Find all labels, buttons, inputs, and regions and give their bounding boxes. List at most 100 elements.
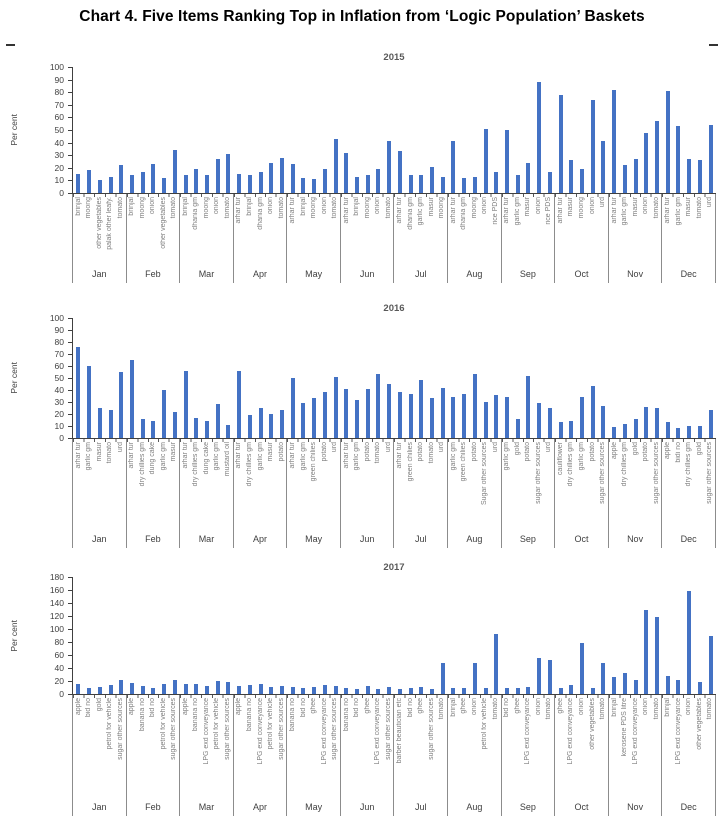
item-label: LPG exd conveyance: [524, 698, 532, 765]
x-tick-marks: [448, 695, 501, 698]
item-label: dry chillies gm: [246, 442, 253, 487]
bar: [590, 687, 595, 694]
x-tick-marks: [126, 695, 180, 698]
item-label-cell: banana no: [137, 698, 148, 731]
item-label: bidi no: [674, 442, 682, 463]
bar-cell: [427, 577, 438, 694]
y-tick-mark: [68, 342, 72, 343]
bar-cell: [459, 67, 470, 193]
bar: [387, 686, 392, 694]
item-label: arhar tur: [342, 442, 350, 469]
y-tick-label: 140: [49, 598, 64, 608]
bar-cell: [427, 67, 438, 193]
item-label: ghee: [310, 698, 318, 714]
bar-group-aug: [448, 67, 502, 193]
item-label-cell: tomato: [694, 197, 705, 218]
item-label: masur: [631, 197, 639, 217]
x-tick-marks: [233, 695, 287, 698]
bar-group-apr: [234, 318, 288, 438]
item-label-cell: garlic gm: [512, 197, 523, 225]
bar-cell: [523, 67, 534, 193]
y-tick-label: 60: [54, 361, 64, 371]
bar-cell: [94, 67, 105, 193]
item-label: other vegetables: [159, 197, 167, 249]
item-label-cell: moong: [576, 197, 587, 218]
bar-cell: [577, 67, 588, 193]
y-tick-mark: [68, 438, 72, 439]
item-label-cell: tomato: [651, 197, 662, 218]
x-group-feb: brinjal moong onion other vegetables tomato F…: [125, 194, 180, 283]
bar-group-feb: [127, 577, 181, 694]
bar-cell: [437, 318, 448, 438]
bar: [462, 688, 467, 694]
item-label-cell: arhar tur: [662, 197, 673, 223]
bar: [687, 158, 692, 193]
bar-cell: [105, 577, 116, 694]
bar-cell: [169, 577, 180, 694]
bar: [247, 415, 252, 438]
x-axis: brinjal moong other vegetables palak other …: [72, 194, 716, 283]
month-label: Sep: [519, 269, 536, 279]
x-group-dec: apple bidi no dry chillies gm gold sugar oth…: [661, 439, 716, 548]
bar: [215, 404, 220, 438]
item-label-cell: sugar other sources: [651, 442, 662, 504]
item-label-cell: apple: [609, 442, 620, 459]
month-label: Dec: [680, 534, 697, 544]
item-label-cell: sugar other sources: [383, 698, 394, 760]
bar: [87, 366, 92, 438]
bar: [708, 410, 713, 438]
item-label: garlic gm: [577, 442, 585, 471]
bar-cell: [577, 577, 588, 694]
item-label: arhar tur: [503, 197, 511, 224]
bar: [515, 175, 520, 193]
item-label: masur: [427, 197, 435, 217]
bar-group-jul: [394, 67, 448, 193]
y-tick-mark: [68, 330, 72, 331]
plot-area: [72, 318, 716, 439]
bar: [590, 99, 595, 193]
item-label-cell: urd: [544, 442, 555, 452]
bar-cell: [319, 577, 330, 694]
bar-cell: [502, 67, 513, 193]
item-label-cell: masur: [523, 197, 534, 216]
bar-group-jun: [341, 67, 395, 193]
bar-cell: [384, 577, 395, 694]
bar-cell: [662, 67, 673, 193]
item-label-cell: arhar tur: [502, 197, 513, 223]
y-axis-label: Per cent: [9, 619, 19, 652]
bar-cell: [362, 318, 373, 438]
item-label-cell: green chilies: [308, 442, 319, 481]
bar: [172, 150, 177, 193]
item-label: bid no: [299, 698, 307, 718]
bar-cell: [587, 67, 598, 193]
x-axis: apple bid no gold petrol for vehicle sugar o…: [72, 695, 716, 816]
y-tick-label: 80: [54, 637, 64, 647]
item-label-cell: garlic gm: [212, 442, 223, 470]
item-label-cell: moong: [137, 197, 148, 218]
x-tick-marks: [287, 695, 340, 698]
item-label-cell: LPG exd conveyance: [372, 698, 383, 765]
bar-cell: [448, 318, 459, 438]
bar-cell: [255, 577, 266, 694]
item-label-cell: urd: [329, 442, 340, 452]
bar-cell: [394, 577, 405, 694]
item-label: brinjal: [246, 197, 253, 216]
bar-cell: [512, 67, 523, 193]
bar-group-dec: [662, 318, 716, 438]
item-label-cell: petrol for vehicle: [480, 698, 491, 749]
bar: [301, 687, 306, 694]
x-group-dec: arhar tur garlic gm masur tomato urd Dec: [661, 194, 716, 283]
bar: [515, 418, 520, 438]
bar: [397, 392, 402, 438]
bar-cell: [705, 318, 716, 438]
bar: [279, 410, 284, 438]
item-label-cell: banana no: [191, 698, 202, 731]
item-label: onion: [534, 197, 542, 215]
item-label-cell: arhar tur: [341, 197, 352, 223]
item-label: tomato: [652, 197, 660, 219]
bar: [526, 686, 531, 694]
item-label: sugar other sources: [534, 442, 542, 504]
bar-cell: [73, 67, 84, 193]
item-label: gold: [513, 442, 521, 456]
bar: [601, 663, 606, 694]
